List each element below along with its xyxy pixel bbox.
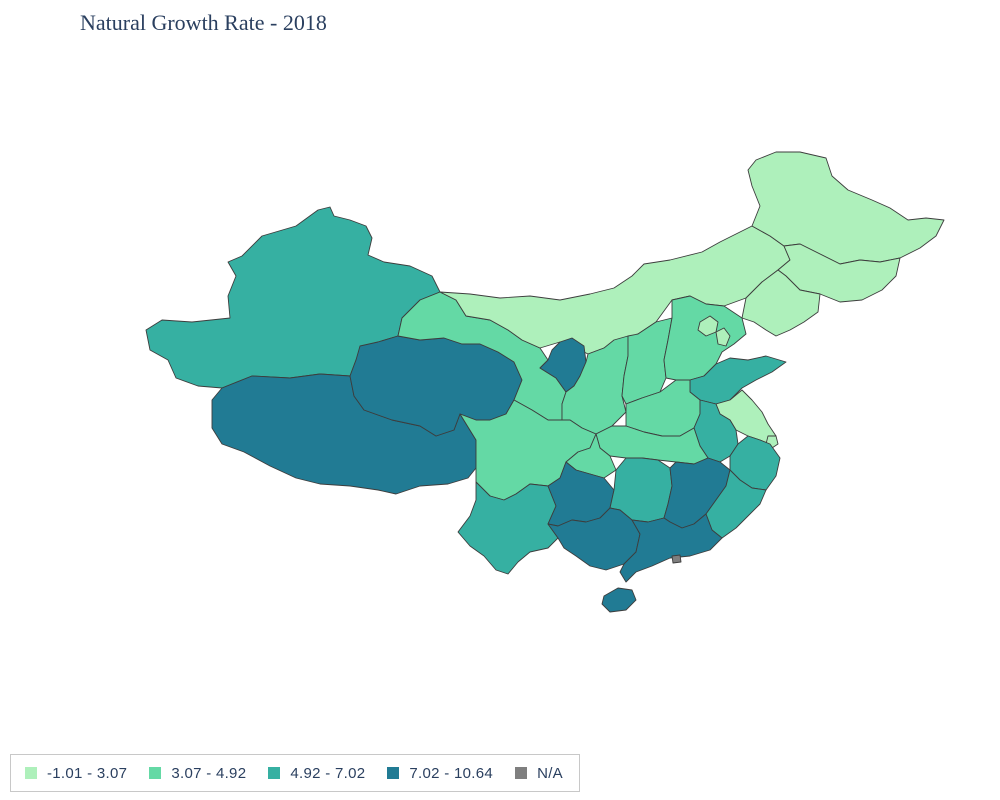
legend-swatch-4 <box>387 767 400 779</box>
region-yunnan[interactable] <box>457 481 559 575</box>
legend: -1.01 - 3.07 3.07 - 4.92 4.92 - 7.02 7.0… <box>10 754 580 792</box>
legend-label-2: 3.07 - 4.92 <box>171 764 247 782</box>
region-hong-kong-macau[interactable] <box>671 554 682 564</box>
legend-swatch-2 <box>149 767 162 779</box>
legend-item-4[interactable]: 7.02 - 10.64 <box>387 765 493 782</box>
legend-swatch-1 <box>25 767 37 779</box>
legend-swatch-3 <box>268 767 281 779</box>
legend-swatch-na <box>515 767 528 779</box>
region-heilongjiang[interactable] <box>747 151 945 265</box>
legend-item-3[interactable]: 4.92 - 7.02 <box>268 765 365 782</box>
legend-item-1[interactable]: -1.01 - 3.07 <box>25 765 127 782</box>
legend-label-3: 4.92 - 7.02 <box>290 764 366 782</box>
legend-label-na: N/A <box>537 764 563 782</box>
region-shanxi[interactable] <box>621 317 673 405</box>
region-tianjin[interactable] <box>715 327 731 347</box>
legend-label-4: 7.02 - 10.64 <box>409 764 494 782</box>
region-guangdong[interactable] <box>619 513 723 583</box>
region-hainan[interactable] <box>601 587 637 613</box>
map-title: Natural Growth Rate - 2018 <box>80 10 327 35</box>
region-liaoning[interactable] <box>741 269 821 337</box>
legend-label-1: -1.01 - 3.07 <box>47 764 128 782</box>
legend-item-na[interactable]: N/A <box>515 765 563 782</box>
legend-item-2[interactable]: 3.07 - 4.92 <box>149 765 246 782</box>
